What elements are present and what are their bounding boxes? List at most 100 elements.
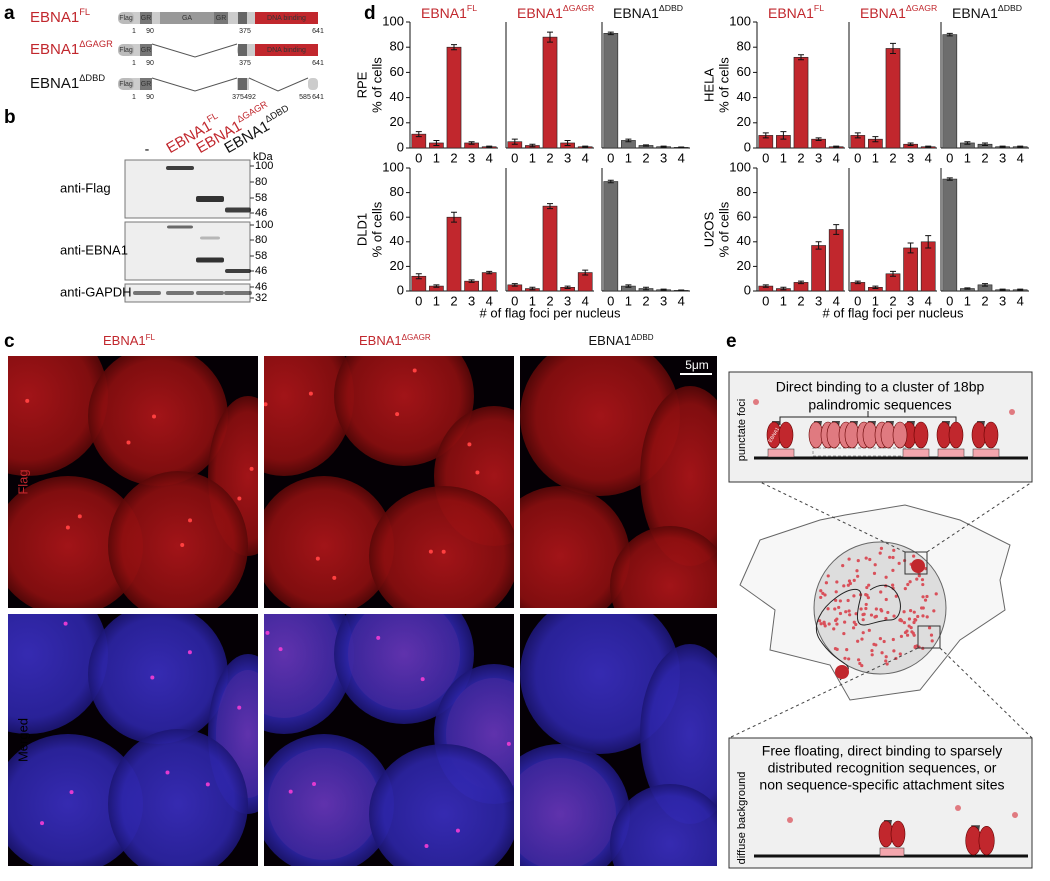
nucleus bbox=[610, 526, 717, 608]
domain bbox=[214, 12, 228, 24]
x-tick-label: 3 bbox=[999, 293, 1006, 308]
zoom-line bbox=[728, 481, 1033, 739]
protein-dot bbox=[872, 571, 877, 575]
x-tick-label: 4 bbox=[678, 150, 685, 165]
chart-title: EBNA1FL bbox=[768, 3, 824, 20]
domain-label: GR bbox=[141, 15, 152, 22]
error-bar bbox=[468, 279, 475, 283]
protein-dot bbox=[891, 637, 895, 642]
focus bbox=[412, 368, 417, 373]
blot-band bbox=[200, 236, 220, 240]
row-label: Merged bbox=[15, 718, 30, 762]
x-tick-label: 1 bbox=[872, 293, 879, 308]
error-bar bbox=[890, 270, 896, 277]
chromatin bbox=[816, 584, 901, 681]
chart-title: EBNA1FL bbox=[421, 3, 477, 20]
x-tick-label: 3 bbox=[468, 150, 475, 165]
error-bar bbox=[529, 286, 536, 291]
nucleus bbox=[88, 356, 228, 486]
side-label: diffuse background bbox=[736, 772, 748, 865]
protein-dot bbox=[892, 649, 896, 653]
y-tick-label: 20 bbox=[737, 114, 751, 129]
blot-band bbox=[196, 291, 224, 295]
x-tick-label: 4 bbox=[833, 150, 840, 165]
protein-dot bbox=[878, 637, 882, 641]
protein-dot bbox=[859, 607, 863, 611]
error-bar bbox=[780, 286, 787, 291]
marker-label: 100 bbox=[255, 219, 273, 231]
y-tick-label: 80 bbox=[737, 184, 751, 199]
y-tick-label: 40 bbox=[390, 89, 404, 104]
cluster bbox=[911, 559, 925, 573]
label-sup: ΔGAGR bbox=[402, 333, 431, 342]
error-bar bbox=[433, 139, 440, 146]
y-tick-label: 80 bbox=[737, 39, 751, 54]
cell-line-label: RPE bbox=[354, 71, 369, 98]
protein-dot bbox=[852, 620, 856, 624]
x-tick-label: 3 bbox=[815, 150, 822, 165]
x-tick-label: 2 bbox=[981, 293, 988, 308]
focus bbox=[315, 556, 320, 561]
protein-dot bbox=[921, 595, 925, 599]
protein-dot bbox=[864, 602, 868, 607]
label-base: EBNA1 bbox=[103, 333, 146, 348]
error-bar bbox=[547, 31, 553, 43]
protein-dot bbox=[907, 617, 912, 621]
y-tick-label: 80 bbox=[390, 184, 404, 199]
cell-line-label: HELA bbox=[701, 68, 716, 102]
label-base: EBNA1 bbox=[952, 5, 998, 21]
x-tick-label: 1 bbox=[780, 150, 787, 165]
panel-label: c bbox=[4, 331, 15, 352]
protein-dot bbox=[834, 598, 838, 602]
protein-lobe bbox=[890, 820, 906, 848]
position-label: 1 bbox=[132, 60, 136, 67]
protein-dot bbox=[856, 559, 860, 563]
cell-line-label: U2OS bbox=[701, 211, 716, 247]
protein-dot bbox=[921, 614, 925, 618]
x-tick-label: 0 bbox=[854, 293, 861, 308]
marker-label: 46 bbox=[255, 265, 267, 277]
x-tick-label: 0 bbox=[946, 150, 953, 165]
cell-line-label: DLD1 bbox=[354, 213, 369, 246]
focus bbox=[455, 828, 460, 833]
y-tick-label: 0 bbox=[744, 282, 751, 297]
x-tick-label: 2 bbox=[450, 293, 457, 308]
error-bar bbox=[486, 270, 493, 275]
chart-title: EBNA1ΔDBD bbox=[613, 3, 683, 20]
nucleus bbox=[640, 386, 717, 566]
focus bbox=[376, 635, 381, 640]
error-bar bbox=[762, 132, 769, 139]
protein-dot bbox=[870, 648, 874, 653]
protein-dot bbox=[838, 599, 842, 603]
protein-dot bbox=[879, 590, 883, 594]
label-base: EBNA1 bbox=[359, 333, 402, 348]
protein-dot bbox=[835, 647, 839, 651]
protein-dot bbox=[818, 619, 822, 623]
error-bar bbox=[511, 283, 518, 287]
box-text: non sequence-specific attachment sites bbox=[759, 777, 1004, 793]
protein-dot bbox=[851, 626, 856, 630]
bar bbox=[446, 46, 462, 149]
protein-dot bbox=[841, 564, 845, 568]
protein-dot bbox=[897, 561, 901, 565]
protein-dot bbox=[858, 661, 862, 666]
bar bbox=[942, 178, 958, 292]
domain-label: GR bbox=[141, 81, 152, 88]
protein-dot bbox=[835, 622, 839, 626]
protein-dot bbox=[909, 608, 913, 613]
protein-dot bbox=[835, 580, 839, 584]
protein-dot bbox=[884, 616, 888, 621]
bar bbox=[942, 34, 958, 149]
protein-dot bbox=[909, 626, 913, 630]
protein-dot bbox=[880, 651, 884, 655]
construct-name: EBNA1ΔGAGR bbox=[30, 39, 113, 58]
x-tick-label: 1 bbox=[964, 293, 971, 308]
nucleus bbox=[108, 729, 248, 866]
bar bbox=[811, 245, 826, 292]
nucleus bbox=[520, 614, 680, 754]
protein-dot bbox=[911, 631, 915, 635]
protein-dot bbox=[856, 574, 860, 578]
error-bar bbox=[964, 141, 971, 145]
position-label: 1 bbox=[132, 94, 136, 101]
error-bar bbox=[833, 224, 840, 235]
